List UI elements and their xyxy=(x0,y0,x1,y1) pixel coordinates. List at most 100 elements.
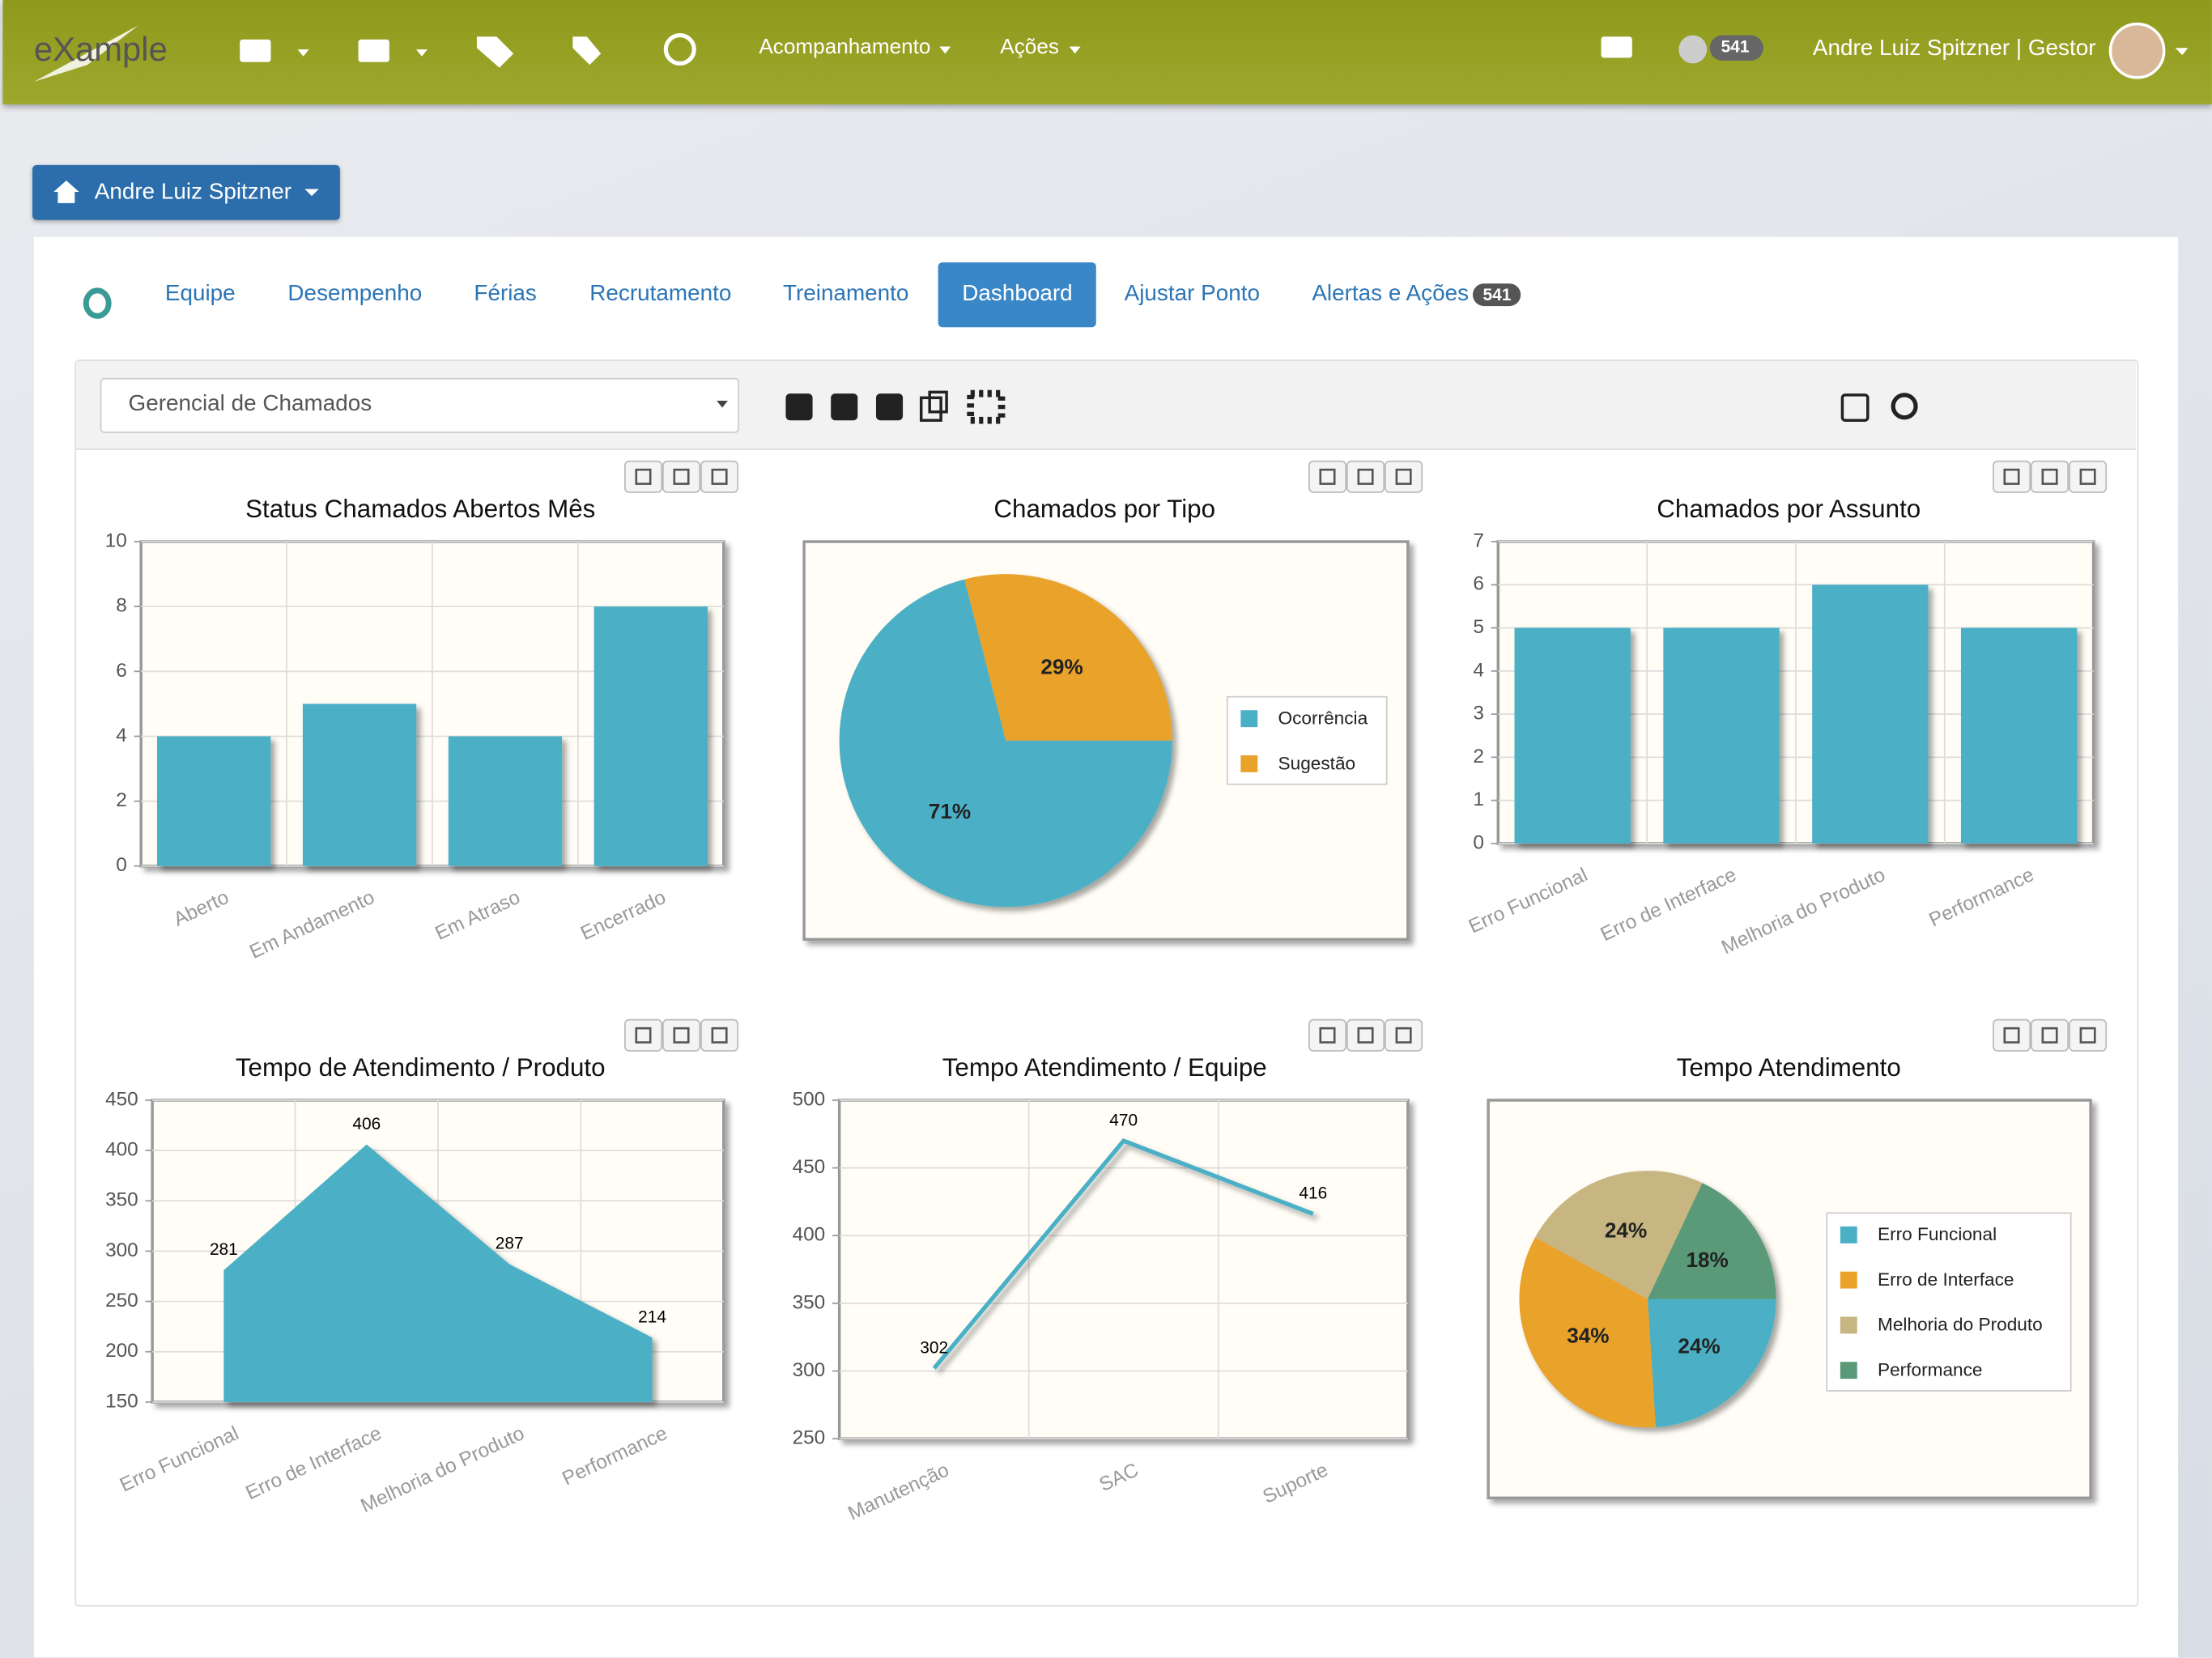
decoration xyxy=(939,46,951,54)
user-button-label: Andre Luiz Spitzner xyxy=(94,181,292,205)
chart-button[interactable] xyxy=(700,460,739,493)
tab[interactable]: Treinamento xyxy=(759,262,933,327)
user-button[interactable]: Andre Luiz Spitzner xyxy=(32,164,340,220)
bar xyxy=(1960,627,2078,844)
logo[interactable]: eXample xyxy=(33,31,168,70)
tab[interactable]: Ajustar Ponto xyxy=(1100,262,1284,327)
menu[interactable]: Ações xyxy=(1000,35,1059,60)
nav-icons xyxy=(33,22,2189,83)
tab[interactable]: Desempenho xyxy=(264,262,446,327)
y-tick-label: 3 xyxy=(1473,703,1484,725)
decoration xyxy=(1069,46,1081,54)
chart-button[interactable] xyxy=(1308,1018,1347,1052)
decoration xyxy=(53,181,79,203)
decoration xyxy=(717,400,729,408)
decoration xyxy=(1840,393,1870,422)
x-tick-label: Melhoria do Produto xyxy=(1718,864,1888,959)
data-label: 416 xyxy=(1299,1184,1327,1203)
chart-title: Chamados por Tipo xyxy=(993,495,1215,523)
y-tick-label: 4 xyxy=(1473,659,1484,681)
chart-button-icon xyxy=(2003,1027,2020,1044)
tab[interactable]: Férias xyxy=(450,262,561,327)
chart-button-icon xyxy=(711,1027,728,1044)
chart-button-icon xyxy=(1395,468,1412,485)
pie-slice xyxy=(964,574,1172,741)
chart-title: Tempo Atendimento xyxy=(1677,1053,1901,1082)
decoration xyxy=(415,49,428,57)
tab[interactable]: Dashboard xyxy=(938,262,1097,328)
bar xyxy=(1812,585,1929,844)
chart-button[interactable] xyxy=(700,1018,739,1052)
tab[interactable]: Alertas e Ações 541 xyxy=(1288,262,1545,327)
legend-label: Erro de Interface xyxy=(1878,1269,2014,1290)
toolbar-buttons[interactable] xyxy=(785,389,1918,424)
tab-label: Alertas e Ações xyxy=(1312,282,1470,307)
chart-button-icon xyxy=(635,1027,652,1044)
chart-button[interactable] xyxy=(2069,460,2108,493)
chart-button[interactable] xyxy=(662,1018,701,1052)
chart-button[interactable] xyxy=(623,1018,663,1052)
data-label: 281 xyxy=(210,1240,238,1259)
chart-button[interactable] xyxy=(1992,460,2031,493)
x-tick-label: SAC xyxy=(1096,1459,1142,1496)
legend-swatch xyxy=(1839,1315,1859,1336)
notification-count[interactable]: 541 xyxy=(1721,36,1750,57)
y-tick-label: 200 xyxy=(105,1340,138,1362)
dashboard-select[interactable]: Gerencial de Chamados xyxy=(100,377,739,433)
chart-button-icon xyxy=(1357,1027,1374,1044)
y-tick-label: 150 xyxy=(105,1390,138,1412)
x-tick-label: Suporte xyxy=(1260,1459,1332,1508)
chart-button-icon xyxy=(711,468,728,485)
chart-button[interactable] xyxy=(2031,460,2069,493)
chart-button[interactable] xyxy=(1346,460,1385,493)
tab[interactable]: Recrutamento xyxy=(566,262,755,327)
y-tick-label: 350 xyxy=(105,1189,138,1211)
chart-button-icon xyxy=(2041,1027,2058,1044)
decoration xyxy=(2108,22,2166,79)
tab[interactable]: Equipe xyxy=(141,262,259,327)
bar xyxy=(157,736,271,866)
chart-button-icon xyxy=(673,468,690,485)
user-name[interactable]: Andre Luiz Spitzner | Gestor xyxy=(1812,36,2096,61)
x-tick-label: Manutenção xyxy=(844,1459,952,1524)
chart-button[interactable] xyxy=(1992,1018,2031,1052)
decoration xyxy=(358,39,389,62)
decoration xyxy=(304,189,319,197)
decoration xyxy=(240,39,271,62)
chart-button[interactable] xyxy=(2069,1018,2108,1052)
y-tick-label: 450 xyxy=(105,1088,138,1110)
logo-mark xyxy=(83,287,112,319)
chart-button[interactable] xyxy=(1346,1018,1385,1052)
dashboard-select-label: Gerencial de Chamados xyxy=(128,392,372,416)
nav-tool-icons xyxy=(240,22,2189,79)
legend-swatch xyxy=(1839,1269,1859,1290)
chart-button[interactable] xyxy=(1308,460,1347,493)
line xyxy=(932,1138,1314,1370)
slice-label: 24% xyxy=(1678,1333,1720,1358)
menu[interactable]: Acompanhamento xyxy=(759,35,931,60)
pie-slice xyxy=(1648,1299,1776,1427)
legend-label: Melhoria do Produto xyxy=(1878,1315,2043,1335)
data-label: 470 xyxy=(1109,1111,1138,1129)
bar xyxy=(1663,627,1780,844)
legend-label: Ocorrência xyxy=(1278,708,1368,729)
y-tick-label: 300 xyxy=(793,1359,826,1381)
chart-title: Tempo Atendimento / Equipe xyxy=(942,1053,1267,1082)
y-tick-label: 10 xyxy=(105,529,127,551)
data-label: 302 xyxy=(920,1338,948,1357)
chart-button[interactable] xyxy=(1385,1018,1423,1052)
y-tick-label: 400 xyxy=(793,1224,826,1246)
y-tick-label: 350 xyxy=(793,1291,826,1313)
chart-button-icon xyxy=(2079,1027,2096,1044)
chart-button[interactable] xyxy=(2031,1018,2069,1052)
y-tick-label: 500 xyxy=(793,1088,826,1110)
chart-button[interactable] xyxy=(623,460,663,493)
y-tick-label: 6 xyxy=(1473,573,1484,595)
pie xyxy=(839,574,1172,908)
tab-badge: 541 xyxy=(1473,283,1521,307)
x-tick-label: Erro de Interface xyxy=(1597,864,1740,946)
chart-button[interactable] xyxy=(662,460,701,493)
decoration xyxy=(297,49,309,57)
chart-button[interactable] xyxy=(1385,460,1423,493)
